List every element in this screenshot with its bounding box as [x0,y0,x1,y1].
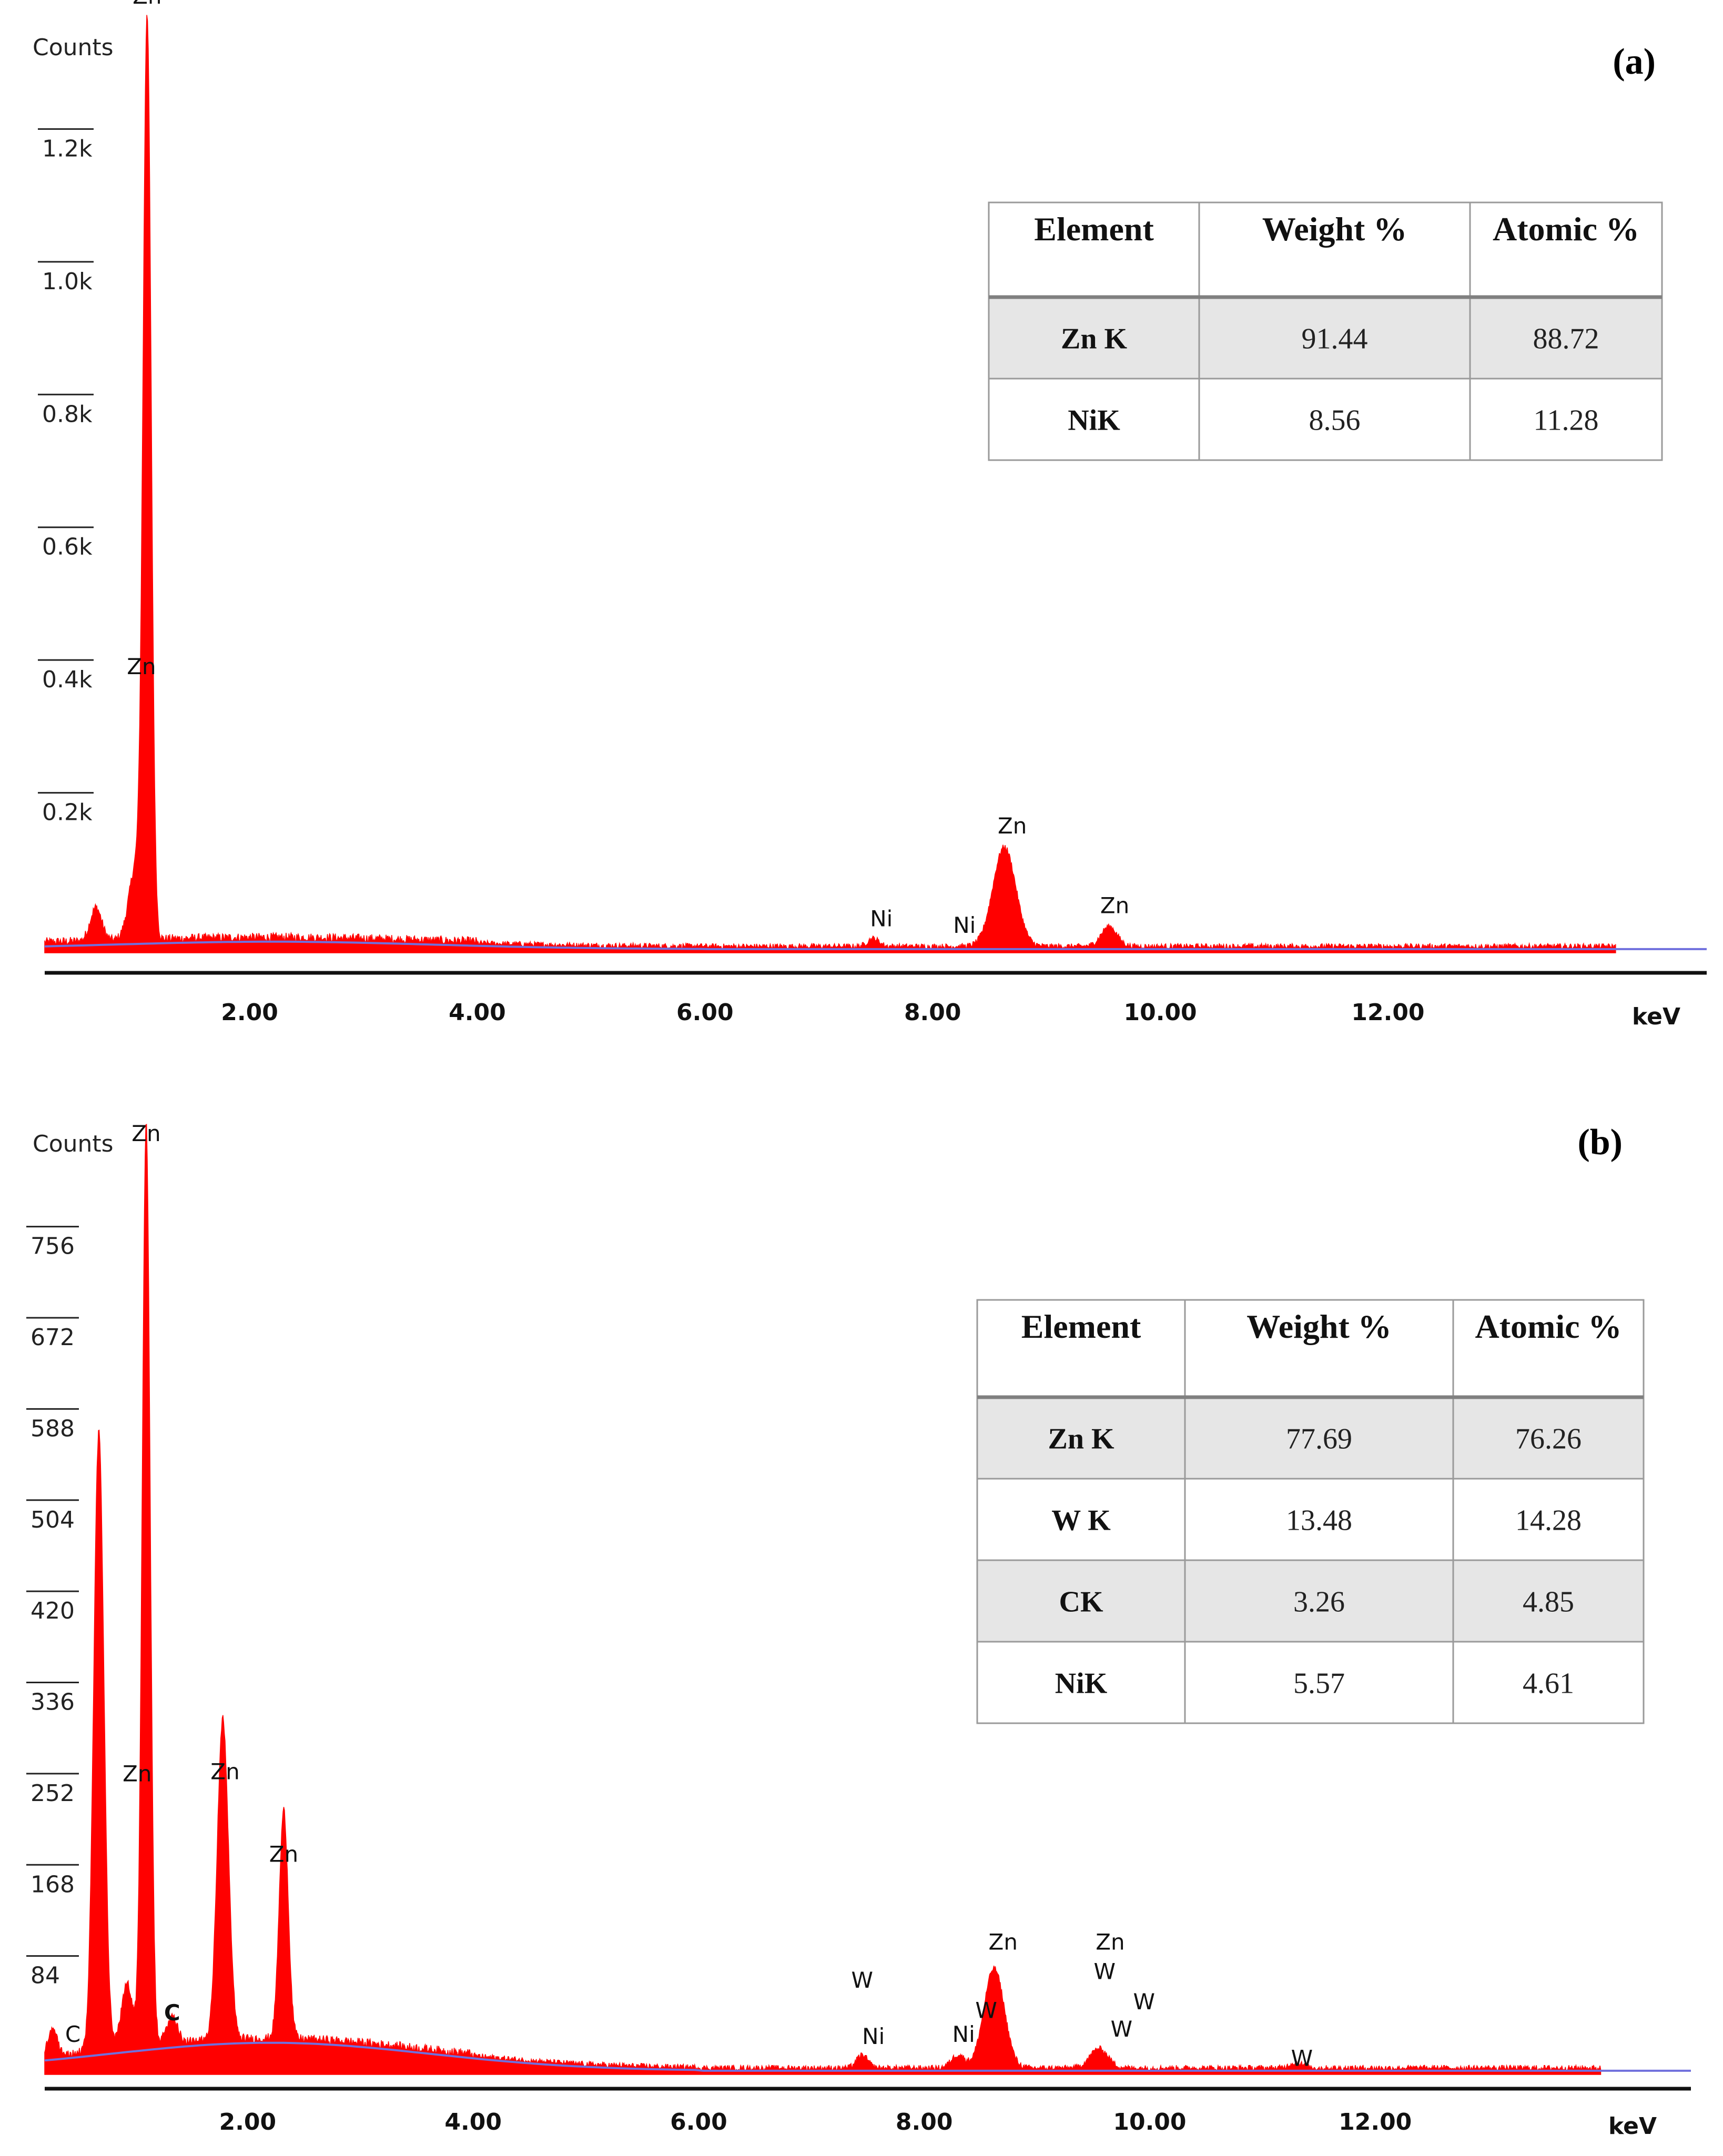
background-fit-line [44,2041,1691,2072]
peak-label: W [1133,1989,1155,2015]
peak-label: Ni [953,912,976,938]
table-element-cell: Zn K [1061,323,1127,355]
peak-label: W [1111,2016,1133,2042]
peak-label: Zn [269,1841,298,1867]
table-header-cell: Element [1034,210,1154,248]
table-element-cell: W K [1051,1504,1111,1537]
x-tick-label: 4.00 [449,999,506,1026]
x-ticks-b: 2.00 4.00 6.00 8.00 10.00 12.00 [219,2109,1412,2135]
panel-a: Counts (a) keV 0.2k0.4k0.6k0.8k1.0k1.2k … [33,0,1707,1030]
table-header-cell: Weight % [1246,1308,1392,1345]
y-tick-label: 252 [31,1780,75,1807]
x-tick-label: 10.00 [1113,2109,1186,2135]
y-tick-label: 756 [31,1233,75,1260]
x-tick-label: 10.00 [1124,999,1197,1026]
table-value-cell: 91.44 [1302,323,1368,355]
y-tick-label: 168 [31,1871,75,1898]
y-tick-label: 0.6k [42,534,93,561]
y-tick-label: 672 [31,1324,75,1351]
spectrum-series-b [44,1124,1691,2075]
panel-b: Counts (b) keV 84 168 252 336 420 504 588 672 75… [26,1121,1691,2140]
y-tick-label: 0.2k [42,799,93,826]
table-value-cell: 77.69 [1286,1423,1352,1456]
peak-label: W [1291,2045,1313,2071]
y-tick-label: 336 [31,1689,75,1716]
peak-label: Zn [1096,1929,1124,1955]
peak-label: Ni [870,906,893,932]
peak-label: C [65,2021,80,2047]
table-header-cell: Atomic % [1475,1308,1621,1345]
peak-labels-a: Zn Zn Zn Zn Ni Ni [127,0,1129,938]
y-tick-label: 420 [31,1598,75,1624]
x-axis-title-b: keV [1608,2113,1657,2140]
table-element-cell: NiK [1055,1667,1108,1700]
peak-label: Ni [862,2023,885,2049]
y-tick-label: 84 [31,1962,60,1989]
panel-label-a: (a) [1613,42,1656,82]
y-tick-label: 0.4k [42,666,93,693]
table-row-shade [989,297,1662,379]
composition-table-a: Element Weight % Atomic % Zn K 91.44 88.72 NiK… [988,201,1663,461]
table-value-cell: 5.57 [1293,1667,1345,1700]
table-element-cell: Zn K [1048,1423,1114,1456]
peak-label: W [1093,1958,1116,1984]
peak-label: W [975,1998,997,2023]
peak-label: Zn [210,1759,239,1785]
peak-label: W [852,1967,874,1993]
table-value-cell: 76.26 [1515,1423,1582,1456]
y-axis-title-a: Counts [33,34,114,61]
peak-label: Zn [1100,892,1129,918]
x-axis-title-a: keV [1632,1003,1680,1030]
x-tick-label: 6.00 [670,2109,727,2135]
peak-label: Zn [133,0,161,9]
y-tick-label: 1.0k [42,268,93,295]
table-row-shade [977,1397,1644,1479]
table-header-cell: Element [1021,1308,1141,1345]
y-tick-label: 504 [31,1507,75,1533]
table-border [988,201,1663,461]
table-header-cell: Atomic % [1493,210,1639,248]
table-value-cell: 13.48 [1286,1504,1352,1537]
peak-label: Zn [127,654,156,679]
x-tick-label: 2.00 [219,2109,277,2135]
x-tick-label: 8.00 [896,2109,953,2135]
table-value-cell: 4.61 [1523,1667,1574,1700]
x-tick-label: 8.00 [904,999,961,1026]
y-tick-label: 0.8k [42,401,93,428]
y-ticks-b: 84 168 252 336 420 504 588 672 756 [26,1226,79,1989]
table-value-cell: 3.26 [1293,1586,1345,1619]
y-tick-label: 1.2k [42,135,93,162]
peak-label: Zn [131,1121,160,1146]
peak-label: Zn [998,813,1027,839]
y-ticks-a: 0.2k 0.4k 0.6k 0.8k 1.0k 1.2k [38,128,94,826]
table-value-cell: 11.28 [1534,404,1599,437]
table-element-cell: NiK [1068,404,1120,437]
table-border [976,1299,1645,1724]
peak-label: C [164,2000,180,2026]
background-fit-line [44,940,1707,950]
peak-label: Zn [123,1761,151,1787]
composition-table-b: Element Weight % Atomic % Zn K 77.69 76.26 W K… [976,1299,1645,1724]
x-tick-label: 4.00 [444,2109,502,2135]
x-ticks-a: 2.00 4.00 6.00 8.00 10.00 12.00 [221,999,1424,1026]
peak-label: Ni [952,2021,975,2047]
x-tick-label: 12.00 [1339,2109,1412,2135]
table-element-cell: CK [1059,1586,1103,1619]
table-value-cell: 8.56 [1309,404,1361,437]
spectrum-series-a [44,15,1707,953]
table-header-cell: Weight % [1262,210,1407,248]
table-row-shade [977,1560,1644,1642]
x-tick-label: 6.00 [676,999,734,1026]
x-tick-label: 2.00 [221,999,278,1026]
x-tick-label: 12.00 [1351,999,1424,1026]
peak-label: Zn [989,1929,1018,1955]
y-tick-label: 588 [31,1415,75,1442]
panel-label-b: (b) [1577,1122,1623,1163]
y-axis-title-b: Counts [33,1131,114,1157]
table-value-cell: 4.85 [1523,1586,1574,1619]
table-value-cell: 88.72 [1533,323,1599,355]
table-value-cell: 14.28 [1515,1504,1582,1537]
